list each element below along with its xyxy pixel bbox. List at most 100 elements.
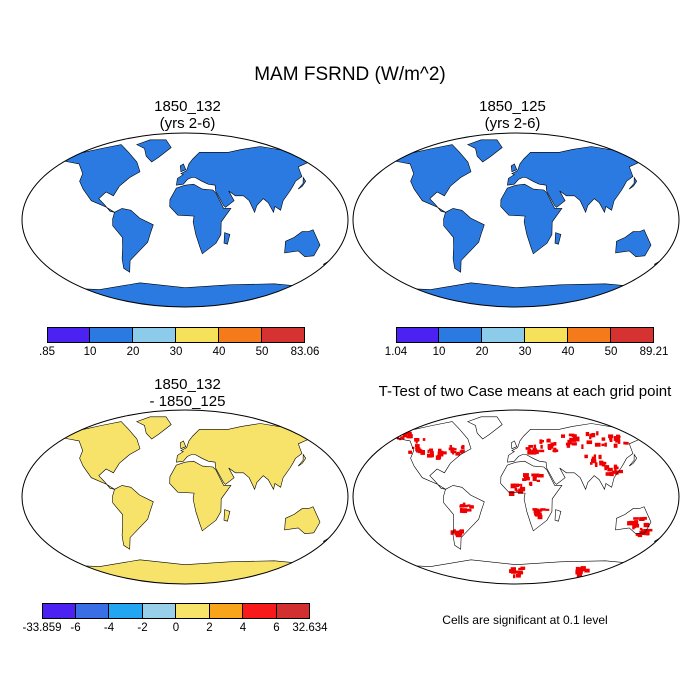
colorbar-segment (396, 327, 439, 343)
significant-cell (547, 438, 551, 442)
significant-cell (615, 440, 620, 443)
significant-cell (613, 464, 618, 468)
significant-cell (422, 438, 426, 441)
colorbar-label: 0 (172, 622, 180, 634)
significant-cell (635, 533, 641, 536)
significant-cell (639, 517, 645, 521)
colorbar-segment (142, 603, 176, 619)
landmass-australia (615, 506, 651, 534)
significant-cell (646, 530, 650, 536)
coastline (554, 509, 562, 522)
significant-cell (465, 508, 472, 512)
significant-cell (420, 450, 425, 455)
significant-cell (577, 569, 581, 574)
coastline (53, 559, 316, 584)
significant-cell (601, 443, 605, 447)
landmass-eurasia (507, 146, 652, 213)
significant-cell (547, 443, 554, 449)
significant-cell (536, 479, 540, 482)
significant-cell (406, 435, 412, 439)
significant-cell (406, 430, 410, 435)
colorbar-label: 30 (518, 346, 532, 358)
colorbar-segment (42, 603, 76, 619)
significant-cell (605, 465, 610, 468)
map-border (352, 409, 680, 585)
significant-cell (517, 571, 524, 575)
landmass-greenland (136, 139, 172, 162)
significant-cell (457, 531, 462, 537)
panel-2-title-line2: (yrs 2-6) (484, 115, 541, 132)
colorbar-label: 83.06 (290, 346, 320, 358)
landmass-namerica (389, 144, 471, 213)
landmass-namerica (58, 421, 140, 490)
significant-cell (604, 442, 607, 447)
significant-cell (524, 476, 530, 481)
landmass-samerica (443, 208, 485, 273)
significant-cell (538, 474, 544, 478)
significant-cell (510, 567, 516, 572)
landmass-namerica (58, 144, 140, 213)
colorbar-segment (176, 327, 219, 343)
significant-cell (629, 520, 635, 524)
colorbar-label: -33.859 (22, 622, 62, 634)
coastline (443, 208, 485, 273)
coastline (653, 256, 669, 265)
significant-cell (589, 436, 592, 440)
colorbar-label: 4 (239, 622, 247, 634)
significant-cell (518, 488, 521, 492)
significant-cell (569, 437, 576, 440)
significant-cell (596, 431, 599, 436)
significant-cell (427, 449, 430, 454)
significant-cell (460, 449, 465, 453)
significant-cell (613, 466, 619, 470)
panel-1-title-line1: 1850_132 (154, 98, 221, 115)
significant-cell (618, 435, 621, 438)
colorbar-label: 20 (126, 346, 140, 358)
colorbar-label: 10 (83, 346, 97, 358)
colorbar-segment (109, 603, 143, 619)
colorbar-label: 40 (561, 346, 575, 358)
coastline (384, 282, 647, 307)
significant-cell (591, 433, 596, 438)
coastline (179, 163, 187, 173)
significant-cell (616, 434, 620, 438)
coastline (179, 440, 187, 450)
colorbar-segment (262, 327, 305, 343)
significant-cell (438, 448, 442, 453)
significant-cell (450, 447, 453, 452)
landmass-madagascar (555, 232, 561, 245)
significant-cell (575, 569, 579, 575)
significant-cell (640, 529, 645, 533)
significant-cell (520, 483, 523, 489)
significant-cell (532, 476, 537, 481)
significant-cell (567, 439, 572, 445)
colorbar-segment (482, 327, 525, 343)
significant-cell (561, 434, 565, 438)
landmass-samerica (443, 485, 485, 550)
significant-cell (614, 436, 621, 441)
significant-cell (461, 510, 467, 513)
significant-cell (437, 451, 442, 455)
colorbar-label: 20 (475, 346, 489, 358)
landmass-eurasia (176, 423, 321, 490)
colorbar-segment (243, 603, 277, 619)
significant-cell (580, 566, 586, 569)
significant-cell (640, 567, 646, 572)
map-border (21, 409, 349, 585)
significant-cell (427, 453, 433, 458)
significant-cell (527, 450, 533, 455)
colorbar-segment (75, 603, 109, 619)
significant-cell (453, 448, 457, 451)
significant-cell (552, 449, 559, 452)
landmass-australia (284, 229, 320, 257)
significant-cell (633, 571, 638, 576)
significant-cell (431, 453, 434, 458)
significant-cell (584, 454, 588, 459)
significant-cell (601, 437, 606, 441)
significant-cell (608, 434, 614, 439)
colorbar-segment (525, 327, 568, 343)
significant-cell (643, 516, 647, 520)
coastline (223, 509, 231, 522)
coastline (176, 146, 321, 214)
significant-cell (545, 508, 550, 511)
